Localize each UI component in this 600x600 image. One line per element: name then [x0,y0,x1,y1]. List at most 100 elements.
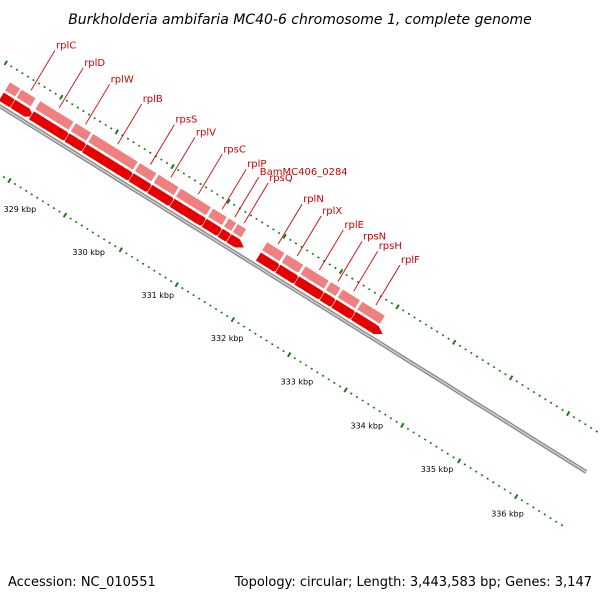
outer-minor-tick [373,291,377,294]
inner-minor-tick [158,272,162,276]
topology-text: Topology: circular; Length: 3,443,583 bp… [234,575,592,590]
inner-minor-tick [367,402,370,406]
gene-bar-rpsC[interactable] [175,187,212,217]
inner-minor-tick [452,456,455,459]
gene-bar-rpsN[interactable] [325,281,342,297]
outer-minor-tick [266,224,270,228]
gene-bar-rplN[interactable] [261,241,286,262]
inner-minor-tick [497,484,501,488]
gene-bar-rpsH[interactable] [336,288,361,310]
outer-major-tick [114,129,119,135]
gene-label: rplD [84,58,105,69]
gene-label: rplF [401,255,420,266]
inner-minor-tick [395,420,398,424]
cds-bar-rpsQ[interactable] [225,233,245,249]
inner-minor-tick [350,392,353,395]
outer-minor-tick [401,309,405,312]
gene-bar-rplC[interactable] [15,88,37,108]
outer-major-tick [338,268,344,275]
leader-line [296,215,322,257]
outer-minor-tick [345,273,348,277]
outer-minor-tick [487,362,490,365]
cds-bar-rplC[interactable] [9,98,35,118]
outer-minor-tick [515,380,519,383]
outer-minor-tick [176,168,180,172]
gene-strand-fragment[interactable] [4,81,21,98]
outer-minor-tick [15,68,19,72]
outer-minor-tick [311,252,315,256]
gene-bar-rplX[interactable] [280,253,305,274]
inner-minor-tick [24,189,28,193]
outer-minor-tick [555,405,559,408]
leader-line [197,154,223,195]
outer-minor-tick [160,158,163,161]
gene-label: rpsN [363,231,386,242]
inner-minor-tick [86,227,89,231]
inner-minor-tick [509,491,512,495]
outer-tick-ring [3,60,599,433]
cds-bar-rplF[interactable] [350,310,384,335]
kbp-label: 332 kbp [211,334,244,343]
outer-minor-tick [204,186,208,189]
outer-major-tick [508,375,514,381]
inner-minor-tick [30,193,33,196]
gene-bar-rplP[interactable] [207,207,228,226]
gene-bar-rplD[interactable] [34,100,75,131]
outer-minor-tick [48,89,52,92]
inner-major-tick [7,177,12,184]
inner-minor-tick [474,470,478,473]
gene-bar-rpsS[interactable] [134,162,158,183]
kbp-axis-labels: 329 kbp 330 kbp 331 kbp 332 kbp 333 kbp 334 k… [4,205,524,518]
gene-bar-rplW[interactable] [69,122,92,142]
gene-label: rplV [196,127,216,138]
inner-minor-tick [270,342,274,346]
inner-minor-tick [282,349,285,353]
outer-major-tick [566,410,571,417]
leader-line [117,103,143,145]
inner-minor-tick [486,477,489,480]
outer-minor-tick [244,210,247,214]
cds-strand-track [0,91,384,335]
inner-minor-tick [80,224,84,227]
inner-minor-tick [47,203,50,206]
inner-minor-tick [469,466,472,470]
gene-bar-rplV[interactable] [152,173,180,197]
inner-minor-tick [41,200,45,203]
inner-minor-tick [203,300,207,304]
gene-bar-rplE[interactable] [299,265,330,290]
gene-label: rpsC [223,144,246,155]
outer-minor-tick [498,369,502,372]
inner-minor-tick [276,346,280,349]
inner-minor-tick [169,279,173,283]
leader-line [170,137,196,178]
inner-major-tick [174,281,179,288]
inner-minor-tick [242,325,246,328]
kbp-label: 329 kbp [4,205,37,214]
inner-major-tick [118,247,123,253]
inner-minor-tick [532,506,535,509]
gene-label: rplE [344,220,364,231]
gene-label: rpsQ [269,173,293,184]
outer-minor-tick [578,419,581,422]
kbp-label: 333 kbp [281,378,314,387]
gene-bar-rplF[interactable] [356,300,386,325]
leader-line [337,241,363,282]
outer-minor-tick [71,103,74,106]
outer-minor-tick [584,423,587,426]
outer-minor-tick [407,312,411,316]
leader-line [353,250,379,292]
gene-label: rplN [303,194,324,205]
outer-minor-tick [277,231,281,235]
outer-minor-tick [475,355,479,358]
gene-bar-rpsQ[interactable] [231,223,247,239]
gene-bar-BamMC406_0284[interactable] [223,217,237,232]
inner-minor-tick [321,374,325,378]
outer-minor-tick [390,302,394,305]
inner-minor-tick [549,516,552,520]
outer-minor-tick [521,383,524,387]
gene-bar-rplB[interactable] [87,133,139,171]
inner-minor-tick [492,481,495,484]
outer-minor-tick [148,151,152,154]
outer-minor-tick [504,373,507,376]
inner-minor-tick [560,524,564,527]
